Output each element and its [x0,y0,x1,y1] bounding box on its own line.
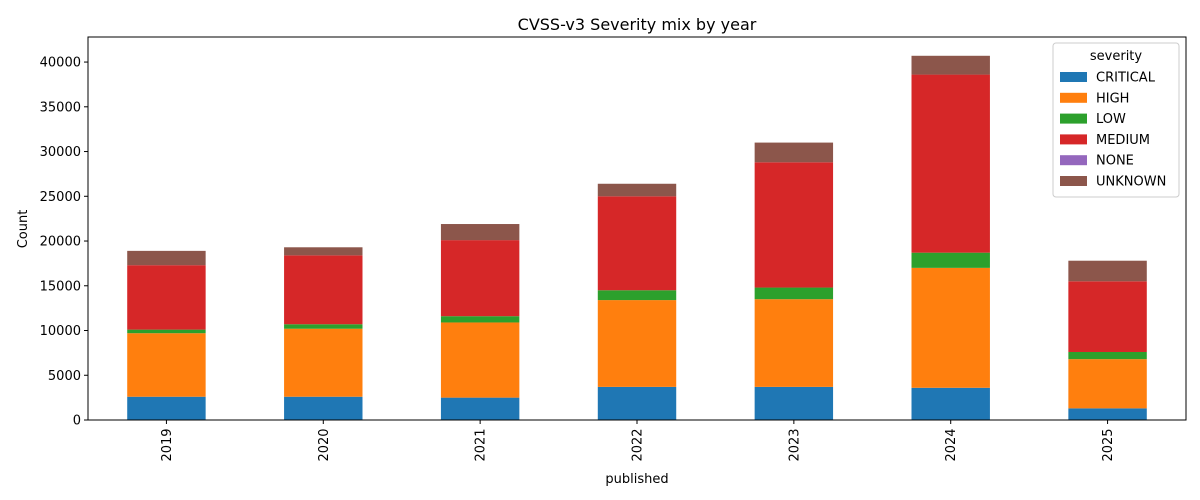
bar-medium-2023 [754,162,834,288]
legend-label-low: LOW [1096,112,1126,127]
y-axis-label: Count [16,210,31,249]
legend-swatch-unknown [1060,176,1087,186]
y-tick-label: 10000 [40,324,81,339]
legend-label-medium: MEDIUM [1096,133,1150,148]
bar-medium-2019 [127,265,206,330]
bar-unknown-2022 [597,183,677,197]
bar-critical-2019 [127,396,206,420]
y-tick-label: 15000 [40,279,81,294]
bar-unknown-2019 [127,250,206,266]
bar-medium-2025 [1068,281,1147,352]
bar-low-2020 [284,324,363,329]
legend-label-unknown: UNKNOWN [1096,175,1166,190]
y-tick-label: 25000 [40,190,81,205]
legend-label-high: HIGH [1096,91,1129,106]
bar-medium-2020 [284,255,363,325]
legend-label-none: NONE [1096,154,1134,169]
bar-high-2024 [911,267,990,388]
y-tick-label: 40000 [40,56,81,71]
y-tick-label: 35000 [40,100,81,115]
legend-swatch-none [1060,155,1087,166]
x-tick-label: 2024 [944,428,959,461]
bar-unknown-2024 [911,55,990,75]
legend-title: severity [1090,49,1143,64]
y-tick-label: 30000 [40,145,81,160]
bar-low-2024 [911,252,990,268]
bar-low-2021 [440,316,520,323]
bar-unknown-2023 [754,142,834,163]
bar-critical-2024 [911,387,990,420]
x-tick-label: 2023 [787,428,802,461]
legend-swatch-low [1060,113,1087,124]
bar-high-2021 [440,322,520,398]
bar-high-2019 [127,333,206,397]
bar-low-2025 [1068,351,1147,360]
bar-medium-2024 [911,74,990,253]
x-tick-label: 2022 [631,428,646,461]
chart-title: CVSS-v3 Severity mix by year [518,15,757,34]
axes-layer: 0 5000 10000 15000 20000 25000 30000 35000 40000… [40,36,1187,462]
bar-low-2022 [597,290,677,301]
legend: severity CRITICAL HIGH LOW MEDIUM NONE UNKNOWN [1052,42,1180,198]
bar-critical-2022 [597,386,677,420]
legend-swatch-high [1060,92,1087,103]
bar-unknown-2025 [1068,260,1147,282]
bar-critical-2023 [754,386,834,420]
bar-high-2025 [1068,359,1147,409]
bar-medium-2022 [597,196,677,291]
y-tick-label: 5000 [48,369,81,384]
x-tick-label: 2020 [317,428,332,461]
legend-swatch-medium [1060,134,1087,145]
legend-swatch-critical [1060,72,1087,82]
x-tick-label: 2019 [160,428,175,461]
bar-high-2020 [284,328,363,397]
bar-low-2023 [754,287,834,300]
bar-high-2022 [597,300,677,387]
bar-critical-2025 [1068,408,1147,420]
bar-critical-2021 [440,397,520,420]
bars-layer [127,55,1147,420]
bar-high-2023 [754,299,834,387]
x-tick-label: 2025 [1101,428,1116,461]
y-tick-label: 0 [73,414,81,429]
bar-critical-2020 [284,396,363,420]
legend-label-critical: CRITICAL [1096,71,1156,86]
x-axis-label: published [605,472,668,487]
bar-unknown-2020 [284,247,363,256]
bar-low-2019 [127,329,206,334]
bar-unknown-2021 [440,224,520,241]
y-tick-label: 20000 [40,235,81,250]
x-tick-label: 2021 [474,428,489,461]
bar-medium-2021 [440,240,520,317]
